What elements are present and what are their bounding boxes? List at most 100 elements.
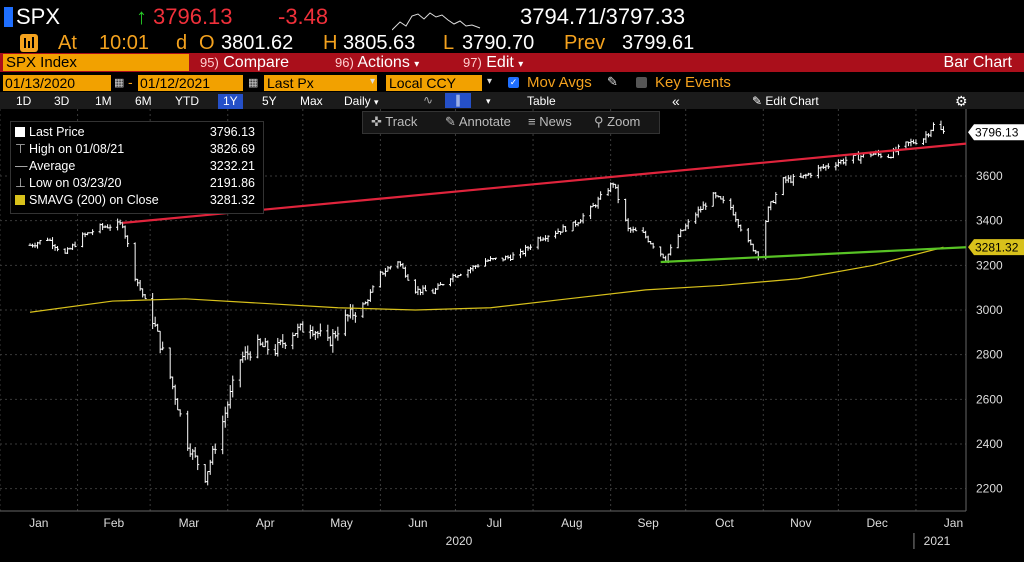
table-button[interactable]: Table	[527, 94, 556, 108]
chart-toolbar: ✜ Track ✎ Annotate ≡ News ⚲ Zoom	[362, 111, 660, 134]
price-bar	[524, 244, 528, 257]
price-bar	[739, 224, 743, 232]
edit-button[interactable]: 97) Edit ▾	[463, 53, 523, 72]
price-bar	[186, 410, 190, 451]
price-bar	[238, 359, 242, 388]
y-tick-label: 3000	[976, 303, 1003, 317]
magnifier-icon: ⚲	[594, 114, 604, 129]
price-bar	[879, 153, 883, 159]
price-bar	[769, 201, 773, 211]
prev-label: Prev	[564, 32, 606, 54]
calendar-icon[interactable]: ▦	[248, 77, 259, 89]
price-bar	[511, 252, 515, 261]
open-label: O	[199, 32, 215, 54]
edit-number: 97)	[463, 55, 482, 70]
price-bar	[273, 344, 277, 356]
start-date: 01/13/2020	[5, 75, 76, 91]
price-bar	[939, 120, 943, 131]
period-ytd[interactable]: YTD	[175, 94, 199, 108]
line-chart-icon[interactable]: ∿	[422, 93, 434, 107]
price-bar	[378, 270, 382, 288]
gear-icon[interactable]: ⚙	[955, 93, 968, 109]
legend-sma: SMAVG (200) on Close 3281.32	[15, 192, 259, 208]
collapse-icon[interactable]: «	[672, 93, 680, 109]
y-tick-label: 3400	[976, 214, 1003, 228]
news-icon: ≡	[528, 114, 536, 129]
period-1y[interactable]: 1Y	[218, 94, 243, 109]
price-bar	[634, 227, 638, 232]
price-bar	[606, 188, 610, 196]
period-3d[interactable]: 3D	[54, 94, 70, 108]
legend-low: ⊥ Low on 03/23/20 2191.86	[15, 175, 259, 191]
period-5y[interactable]: 5Y	[262, 94, 277, 108]
compare-number: 95)	[200, 55, 219, 70]
price-bar	[529, 244, 533, 250]
annotate-button[interactable]: ✎ Annotate	[445, 114, 511, 130]
price-bar	[308, 324, 312, 339]
news-button[interactable]: ≡ News	[528, 114, 572, 130]
price-field-select[interactable]: Last Px	[264, 75, 377, 91]
price-bar	[248, 351, 252, 361]
compare-button[interactable]: 95) Compare	[200, 53, 289, 72]
price-bar	[226, 401, 230, 419]
x-tick-label: Jan	[29, 516, 48, 530]
calendar-icon[interactable]: ▦	[114, 77, 125, 89]
mov-avgs-label[interactable]: Mov Avgs	[527, 74, 592, 91]
price-bar	[348, 304, 352, 319]
bar-style-icon[interactable]: ∥	[445, 93, 471, 108]
price-bar	[386, 266, 390, 272]
net-change: -3.48	[278, 4, 329, 29]
price-bar	[786, 175, 790, 183]
security-field[interactable]: SPX Index	[3, 54, 189, 71]
pencil-icon[interactable]: ✎	[607, 74, 618, 89]
key-events-label[interactable]: Key Events	[655, 74, 731, 91]
key-events-checkbox[interactable]	[636, 77, 647, 88]
price-bar	[156, 323, 160, 332]
price-bar	[841, 158, 845, 165]
zoom-button[interactable]: ⚲ Zoom	[594, 114, 640, 130]
price-bar	[659, 246, 663, 257]
price-bar	[203, 464, 207, 483]
price-bar	[241, 351, 245, 363]
period-1m[interactable]: 1M	[95, 94, 112, 108]
period-max[interactable]: Max	[300, 94, 323, 108]
up-arrow-icon: ↑	[136, 4, 147, 29]
price-bar	[536, 236, 540, 250]
price-bar	[353, 312, 357, 323]
chevron-down-icon[interactable]: ▾	[370, 76, 376, 87]
y-tick-label: 3200	[976, 258, 1003, 272]
x-tick-label: Jul	[487, 516, 502, 530]
end-date-field[interactable]: 01/12/2021	[138, 75, 243, 91]
price-bar	[126, 235, 130, 247]
at-label: At	[58, 32, 77, 54]
price-bar	[624, 198, 628, 222]
price-bar	[468, 266, 472, 274]
compare-label: Compare	[223, 54, 290, 71]
chevron-down-icon[interactable]: ▾	[486, 96, 491, 106]
edit-chart-button[interactable]: ✎ Edit Chart	[752, 94, 819, 109]
start-date-field[interactable]: 01/13/2020	[3, 75, 111, 91]
actions-button[interactable]: 96) Actions ▾	[335, 53, 419, 72]
track-button[interactable]: ✜ Track	[371, 114, 417, 130]
quote-detail: At 10:01 d O 3801.62 H 3805.63 L 3790.70…	[0, 32, 1024, 54]
price-bar	[519, 248, 523, 259]
price-bar	[458, 273, 462, 277]
frequency-select[interactable]: Daily ▾	[344, 94, 379, 109]
ticker-marker	[4, 7, 13, 27]
price-bar	[571, 221, 575, 232]
price-bar	[263, 337, 267, 348]
y-tick-label: 2400	[976, 437, 1003, 451]
legend-last-price-label: Last Price	[29, 125, 85, 139]
legend-low-label: Low on 03/23/20	[29, 176, 122, 190]
currency-select[interactable]: Local CCY	[386, 75, 482, 91]
function-menu-bar: SPX Index 95) Compare 96) Actions ▾ 97) …	[0, 53, 1024, 72]
mov-avgs-checkbox[interactable]: ✓	[508, 77, 519, 88]
price-bar	[231, 375, 235, 398]
period-6m[interactable]: 6M	[135, 94, 152, 108]
price-bar	[821, 163, 825, 169]
chevron-down-icon[interactable]: ▾	[487, 76, 493, 87]
high-value: 3805.63	[343, 32, 416, 54]
price-bar	[809, 172, 813, 178]
period-1d[interactable]: 1D	[16, 94, 32, 108]
price-bar	[704, 202, 708, 210]
